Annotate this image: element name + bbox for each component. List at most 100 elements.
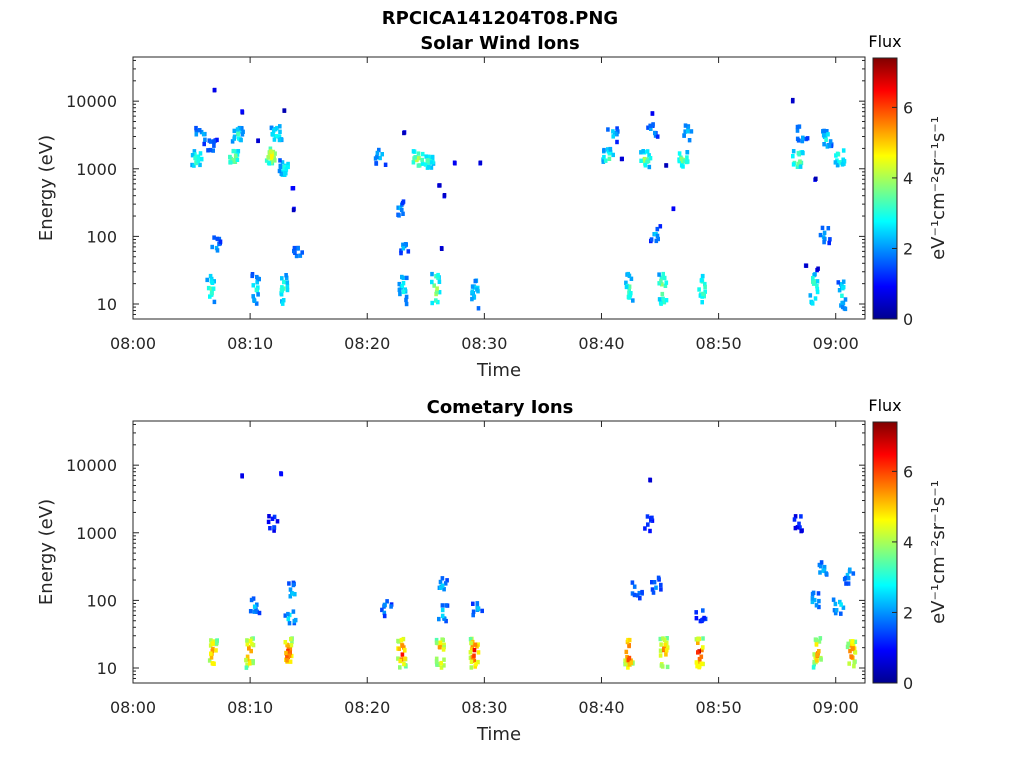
solar-wind-flux-cell [267, 161, 272, 166]
solar-wind-flux-cell [657, 272, 661, 277]
solar-wind-flux-cell [233, 158, 237, 163]
solar-wind-flux-cell [658, 224, 663, 229]
solar-wind-flux-cell [627, 273, 632, 278]
solar-wind-flux-cell [614, 131, 618, 137]
solar-wind-flux-cell [282, 165, 286, 170]
solar-wind-flux-cell [826, 226, 831, 231]
cometary-flux-cell [818, 570, 822, 575]
cometary-flux-cell [623, 658, 627, 663]
solar-wind-x-ticks: 08:00 08:10 08:20 08:30 08:40 08:50 09:00 [110, 57, 859, 353]
solar-wind-flux-cell [212, 143, 216, 148]
cometary-colorbar-label: eV⁻¹cm⁻²sr⁻¹s⁻¹ [928, 480, 949, 624]
cometary-flux-cell [440, 607, 445, 613]
solar-wind-flux-cell [277, 137, 282, 143]
solar-wind-flux-cell [432, 283, 436, 288]
cometary-flux-cell [852, 660, 857, 665]
solar-wind-flux-cell [438, 183, 442, 188]
solar-wind-flux-cell [649, 237, 654, 242]
solar-wind-flux-cell [374, 161, 379, 166]
solar-wind-flux-cell [430, 154, 435, 160]
cometary-flux-cell [817, 639, 822, 644]
cometary-flux-cell [650, 580, 654, 585]
solar-wind-flux-cell [269, 149, 273, 154]
solar-wind-flux-cell [641, 149, 645, 154]
solar-wind-flux-cell [270, 154, 274, 159]
solar-wind-flux-cell [251, 294, 255, 299]
cometary-flux-cell [209, 638, 213, 643]
cometary-colorbar-ticks: 0 2 4 6 [892, 462, 913, 693]
solar-wind-flux-cell [434, 298, 438, 303]
solar-wind-flux-cell [649, 126, 653, 131]
solar-wind-panel: Solar Wind Ions 08:00 08:10 08:20 08:30 08:4… [36, 32, 949, 381]
solar-wind-flux-cell [280, 301, 285, 306]
cometary-flux-cell [293, 592, 297, 597]
solar-wind-flux-cell [199, 156, 204, 162]
cometary-flux-cell [822, 564, 827, 570]
solar-wind-flux-cell [828, 237, 832, 242]
solar-wind-flux-cell [296, 246, 300, 251]
cometary-flux-cell [798, 525, 802, 530]
cometary-flux-cell [701, 645, 705, 650]
solar-wind-flux-cell [791, 154, 795, 159]
solar-wind-flux-cell [629, 291, 633, 296]
solar-wind-flux-cell [192, 149, 197, 154]
cometary-flux-cell [476, 650, 481, 655]
cometary-flux-cell [696, 640, 700, 645]
cometary-flux-cell [245, 654, 250, 659]
solar-wind-flux-cell [190, 153, 195, 158]
cometary-flux-cell [845, 644, 850, 650]
solar-wind-flux-cell [235, 157, 240, 162]
solar-wind-flux-cell [411, 149, 416, 154]
solar-wind-flux-cell [228, 155, 232, 160]
solar-wind-flux-cell [436, 272, 440, 278]
cometary-flux-cell [624, 661, 628, 666]
cometary-flux-cell [658, 648, 663, 653]
cometary-flux-cell [659, 582, 663, 588]
solar-wind-x-tick-label: 08:00 [110, 334, 156, 353]
cometary-flux-cell [442, 587, 446, 592]
solar-wind-flux-cell [795, 164, 800, 169]
solar-wind-colorbar-tick-label: 0 [903, 310, 913, 329]
solar-wind-flux-cell [233, 153, 238, 158]
cometary-flux-cell [658, 653, 663, 658]
cometary-colorbar: Flux 0 2 4 6 eV⁻¹cm⁻²sr⁻¹s⁻¹ [868, 396, 949, 693]
cometary-flux-cell [793, 514, 798, 519]
solar-wind-flux-cell [679, 156, 684, 162]
solar-wind-flux-cell [639, 158, 643, 163]
solar-wind-flux-cell [659, 275, 664, 280]
solar-wind-flux-cell [256, 138, 260, 144]
cometary-flux-cell [472, 658, 477, 663]
solar-wind-flux-cell [281, 298, 286, 303]
solar-wind-flux-cell [840, 293, 844, 298]
solar-wind-flux-cell [631, 298, 635, 303]
solar-wind-flux-cell [453, 161, 457, 166]
solar-wind-flux-cell [271, 132, 275, 137]
solar-wind-flux-cell [383, 162, 388, 167]
cometary-flux-cell [659, 642, 663, 647]
solar-wind-flux-cell [280, 288, 285, 293]
solar-wind-flux-cell [401, 281, 406, 286]
cometary-flux-cell [248, 609, 253, 614]
solar-wind-flux-cell [273, 158, 277, 163]
solar-wind-flux-cell [808, 293, 813, 298]
solar-wind-flux-cell [797, 124, 802, 129]
cometary-y-tick-label: 100 [86, 591, 117, 610]
cometary-flux-cell [286, 611, 290, 617]
cometary-flux-cell [819, 657, 823, 662]
cometary-y-label: Energy (eV) [36, 499, 57, 605]
solar-wind-flux-cell [399, 250, 403, 256]
solar-wind-flux-cell [194, 132, 199, 137]
solar-wind-flux-cell [827, 240, 831, 246]
solar-wind-flux-cell [212, 87, 217, 93]
solar-wind-flux-cell [656, 236, 660, 242]
solar-wind-flux-cell [798, 164, 803, 169]
cometary-flux-cell [694, 660, 699, 665]
solar-wind-flux-cell [624, 280, 628, 285]
cometary-flux-cell [286, 616, 291, 622]
solar-wind-flux-cell [647, 153, 651, 158]
cometary-flux-cell [396, 638, 400, 644]
cometary-flux-cell [627, 643, 631, 649]
cometary-flux-cell [473, 664, 477, 669]
cometary-flux-cell [630, 591, 635, 596]
cometary-colorbar-gradient [872, 421, 898, 684]
